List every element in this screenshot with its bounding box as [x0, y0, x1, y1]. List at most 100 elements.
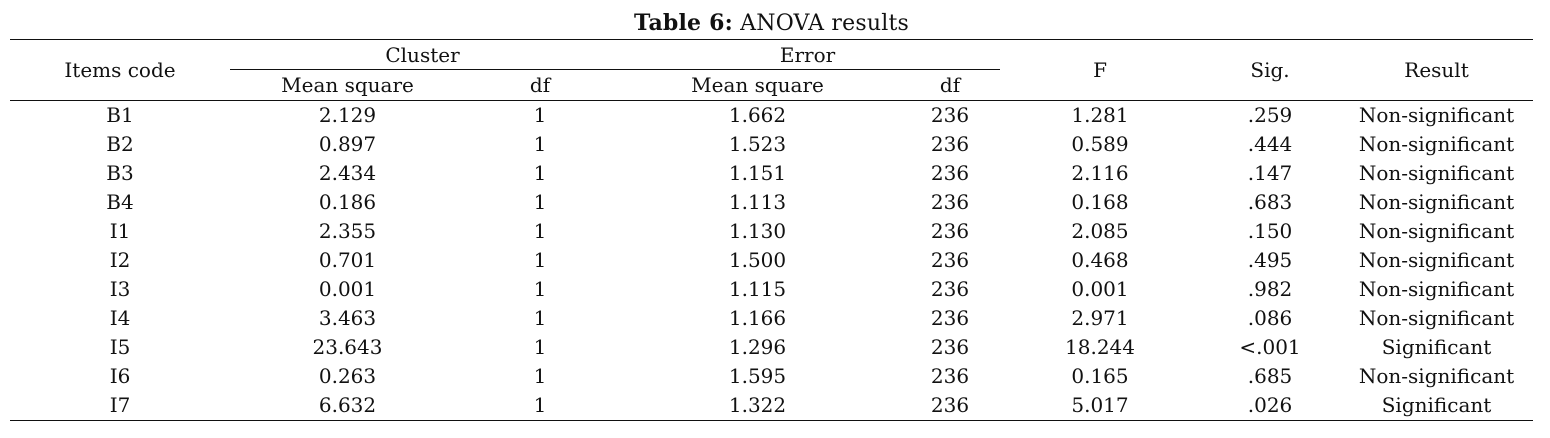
cell-result: Non-significant — [1358, 190, 1515, 214]
header-row-group: Items code Cluster Error F Sig. Result — [10, 39, 1534, 82]
cell-error-mean-square: 1.500 — [728, 248, 787, 272]
cell-error-df: 236 — [930, 306, 970, 330]
cell-cluster-mean-square: 2.355 — [318, 219, 377, 243]
cell-result: Non-significant — [1358, 219, 1515, 243]
cell-result: Non-significant — [1358, 364, 1515, 388]
cell-f: 1.281 — [1071, 103, 1129, 127]
cell-item-code: B4 — [106, 190, 134, 214]
cell-cluster-mean-square: 2.129 — [318, 103, 377, 127]
cell-cluster-df: 1 — [533, 219, 547, 243]
cell-cluster-df: 1 — [533, 248, 547, 272]
table-caption: Table 6: ANOVA results — [0, 8, 1543, 39]
cell-error-df: 236 — [930, 161, 970, 185]
cell-item-code: B1 — [106, 103, 134, 127]
cell-error-df: 236 — [930, 219, 970, 243]
cell-error-mean-square: 1.166 — [728, 306, 787, 330]
table-header: Items code Cluster Error F Sig. Result M… — [10, 39, 1534, 101]
cell-f: 2.085 — [1071, 219, 1129, 243]
header-error: Error — [615, 40, 1001, 70]
cell-cluster-df: 1 — [533, 132, 547, 156]
cell-result: Non-significant — [1358, 132, 1515, 156]
cell-item-code: I4 — [109, 306, 131, 330]
cell-f: 18.244 — [1065, 335, 1135, 359]
header-result: Result — [1404, 58, 1469, 82]
table-row: I3 0.001 1 1.115 236 0.001 .982 Non-significant — [10, 275, 1533, 304]
cell-item-code: I6 — [109, 364, 131, 388]
table-row: I1 2.355 1 1.130 236 2.085 .150 Non-significant — [10, 217, 1533, 246]
cell-item-code: I5 — [109, 335, 131, 359]
cell-cluster-mean-square: 2.434 — [318, 161, 377, 185]
cell-cluster-df: 1 — [533, 364, 547, 388]
table-caption-title: ANOVA results — [740, 11, 909, 36]
cell-f: 0.165 — [1071, 364, 1129, 388]
cell-cluster-mean-square: 0.186 — [318, 190, 377, 214]
cell-cluster-mean-square: 23.643 — [312, 335, 383, 359]
cell-cluster-mean-square: 0.001 — [318, 277, 377, 301]
header-cluster-df: df — [529, 73, 551, 97]
cell-sig: <.001 — [1239, 335, 1301, 359]
cell-result: Non-significant — [1358, 248, 1515, 272]
cell-error-mean-square: 1.523 — [728, 132, 787, 156]
header-f: F — [1093, 58, 1107, 82]
cell-cluster-mean-square: 3.463 — [318, 306, 377, 330]
cell-f: 0.168 — [1071, 190, 1129, 214]
cell-sig: .683 — [1247, 190, 1293, 214]
cell-error-df: 236 — [930, 248, 970, 272]
header-row-sub: Mean square df Mean square df — [10, 70, 1534, 101]
cell-f: 0.001 — [1071, 277, 1129, 301]
cell-sig: .147 — [1247, 161, 1293, 185]
table-row: B4 0.186 1 1.113 236 0.168 .683 Non-significant — [10, 188, 1533, 217]
cell-cluster-df: 1 — [533, 161, 547, 185]
cell-result: Non-significant — [1358, 306, 1515, 330]
cell-f: 2.116 — [1071, 161, 1129, 185]
cell-error-mean-square: 1.662 — [728, 103, 787, 127]
cell-cluster-df: 1 — [533, 190, 547, 214]
cell-f: 0.468 — [1071, 248, 1129, 272]
header-error-mean-square: Mean square — [691, 73, 824, 97]
cell-sig: .444 — [1247, 132, 1293, 156]
header-cluster-label: Cluster — [385, 43, 460, 67]
cell-result: Significant — [1381, 393, 1492, 417]
cell-error-df: 236 — [930, 277, 970, 301]
cell-result: Non-significant — [1358, 161, 1515, 185]
cell-cluster-df: 1 — [533, 306, 547, 330]
table-row: B2 0.897 1 1.523 236 0.589 .444 Non-significant — [10, 130, 1533, 159]
cell-cluster-df: 1 — [533, 103, 547, 127]
table-row: I4 3.463 1 1.166 236 2.971 .086 Non-significant — [10, 304, 1533, 333]
table-caption-label: Table 6: — [634, 10, 733, 36]
cell-cluster-mean-square: 0.701 — [318, 248, 377, 272]
cluster-divider — [230, 69, 615, 70]
cell-sig: .685 — [1247, 364, 1293, 388]
table-row: I7 6.632 1 1.322 236 5.017 .026 Significant — [10, 391, 1534, 421]
cell-cluster-df: 1 — [533, 335, 547, 359]
header-items-code: Items code — [64, 58, 176, 82]
cell-sig: .150 — [1247, 219, 1293, 243]
cell-sig: .259 — [1247, 103, 1293, 127]
cell-cluster-mean-square: 0.897 — [318, 132, 377, 156]
cell-error-df: 236 — [930, 132, 970, 156]
cell-cluster-df: 1 — [533, 277, 547, 301]
cell-error-df: 236 — [930, 103, 970, 127]
cell-f: 0.589 — [1071, 132, 1129, 156]
cell-result: Significant — [1381, 335, 1492, 359]
cell-sig: .982 — [1247, 277, 1293, 301]
cell-error-df: 236 — [930, 190, 970, 214]
cell-error-mean-square: 1.322 — [728, 393, 787, 417]
table-row: B1 2.129 1 1.662 236 1.281 .259 Non-significant — [10, 101, 1533, 131]
cell-error-df: 236 — [930, 364, 970, 388]
header-sig: Sig. — [1250, 58, 1290, 82]
header-cluster-mean-square: Mean square — [281, 73, 414, 97]
table-row: I6 0.263 1 1.595 236 0.165 .685 Non-significant — [10, 362, 1533, 391]
cell-error-mean-square: 1.296 — [728, 335, 787, 359]
header-error-label: Error — [779, 43, 836, 67]
cell-result: Non-significant — [1358, 277, 1515, 301]
cell-item-code: I3 — [109, 277, 131, 301]
cell-item-code: B2 — [106, 132, 134, 156]
cell-error-mean-square: 1.151 — [728, 161, 787, 185]
cell-sig: .026 — [1247, 393, 1293, 417]
cell-error-df: 236 — [930, 335, 970, 359]
cell-item-code: I1 — [109, 219, 131, 243]
table-row: B3 2.434 1 1.151 236 2.116 .147 Non-significant — [10, 159, 1533, 188]
anova-results-table: Items code Cluster Error F Sig. Result M… — [10, 39, 1534, 421]
cell-item-code: B3 — [106, 161, 134, 185]
